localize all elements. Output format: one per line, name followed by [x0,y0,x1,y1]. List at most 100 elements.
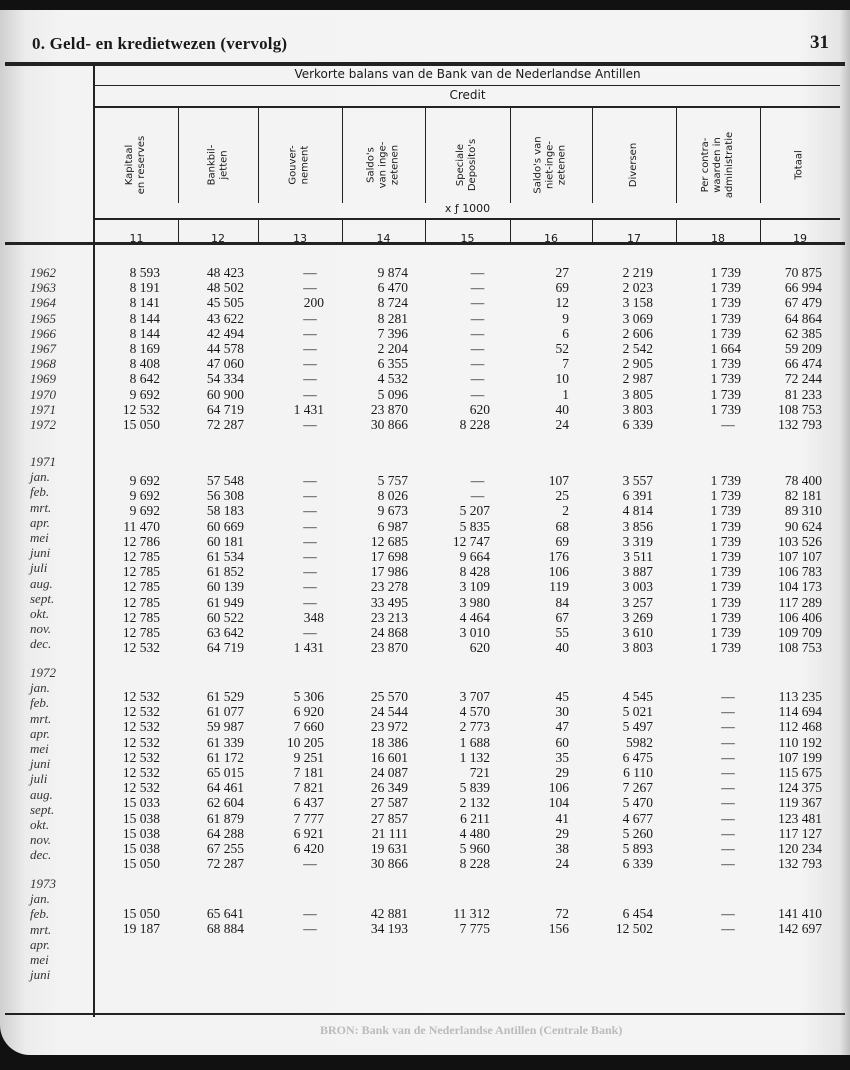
table-cell: 24 087 [370,765,408,780]
table-cell: — [721,841,735,856]
table-cell: — [303,856,317,872]
table-cell: — [470,341,485,356]
table-cell: 119 367 [778,795,822,811]
table-cell: 19 187 [122,921,160,937]
table-cell: 41 [555,810,570,826]
period-label: mrt. [30,499,52,515]
table-cell: 132 793 [778,856,822,872]
table-cell: — [303,625,317,640]
table-cell: 1 739 [710,295,741,311]
table-cell: 35 [555,749,570,765]
table-cell: 23 278 [370,579,408,595]
table-cell: 68 884 [206,921,244,937]
table-cell: — [721,810,735,826]
table-cell: 3 856 [622,518,653,534]
table-cell: 65 015 [206,765,244,780]
table-cell: 6 454 [622,906,653,921]
table-cell: — [721,719,735,735]
table-cell: 66 474 [784,356,822,372]
table-cell: 33 495 [370,594,408,610]
table-cell: 2 905 [622,356,653,372]
table-cell: 61 879 [206,810,244,826]
table-cell: 6 475 [622,749,653,765]
table-cell: 69 [555,280,570,296]
table-cell: 3 803 [622,640,653,656]
table-cell: 3 069 [622,310,653,326]
table-cell: 119 [549,579,569,595]
table-cell: 72 287 [206,856,244,872]
table-cell: 106 [548,564,569,580]
header-bottom-rule [5,242,845,245]
table-cell: 6 391 [622,488,653,504]
table-cell: 6 921 [293,825,324,841]
table-cell: 15 033 [122,795,160,811]
table-cell: 60 181 [206,533,244,549]
table-cell: 12 785 [122,625,160,640]
period-label: mrt. [30,710,52,726]
table-cell: 6 470 [377,280,408,296]
table-cell: 24 544 [370,704,408,720]
table-cell: 15 050 [122,417,160,432]
period-label: 1962 [30,265,56,280]
table-cell: 15 050 [122,906,160,921]
table-cell: 26 349 [370,780,408,796]
table-cell: — [303,341,317,356]
table-cell: 61 077 [206,704,244,720]
table-cell: 12 785 [122,549,160,564]
table-cell: — [303,265,317,280]
period-label: apr. [30,514,50,530]
table-cell: 5 757 [377,473,408,488]
table-cell: 56 308 [206,488,244,504]
table-cell: 3 010 [459,625,490,640]
table-cell: — [303,356,317,372]
period-label: juli [30,560,48,576]
page-number: 31 [810,32,829,53]
table-cell: 8 144 [129,325,160,341]
table-cell: 60 669 [206,518,244,534]
table-cell: 6 987 [377,518,408,534]
table-cell: 1 664 [710,341,741,356]
table-cell: 1 739 [710,310,741,326]
table-cell: 1 739 [710,401,741,417]
table-cell: 6 211 [460,810,490,826]
period-label: feb. [30,484,50,500]
table-cell: 1 739 [710,518,741,534]
table-cell: 30 [555,704,570,720]
table-cell: 19 631 [370,841,408,856]
table-cell: 112 468 [778,719,822,735]
table-cell: 12 [555,295,570,311]
table-cell: 30 866 [370,856,408,872]
table-cell: 4 480 [459,825,490,841]
table-cell: — [721,749,735,765]
table-cell: — [303,503,317,519]
column-divider [178,108,179,203]
table-cell: 4 677 [622,810,653,826]
table-cell: 7 396 [377,325,408,341]
document-page: 0. Geld- en kredietwezen (vervolg) 31 Ve… [0,10,850,1055]
table-cell: 40 [555,401,570,417]
table-cell: 1 739 [710,564,741,580]
table-cell: 2 773 [459,719,490,735]
column-number: 13 [293,232,307,245]
table-cell: 12 685 [370,533,408,549]
period-label: 1968 [30,356,56,372]
column-number: 17 [627,232,641,245]
table-cell: 61 852 [206,564,244,580]
table-cell: 24 [555,856,570,872]
table-cell: 1 132 [459,749,490,765]
top-thick-rule [5,62,845,66]
table-cell: 5 470 [622,795,653,811]
table-cell: 23 972 [370,719,408,735]
table-cell: 1 739 [710,503,741,519]
table-cell: 156 [548,921,569,937]
table-cell: 721 [469,765,490,780]
table-cell: 8 281 [377,310,408,326]
column-divider [676,220,677,242]
period-label: mei [30,952,49,967]
table-cell: 18 386 [370,734,408,750]
column-header-label: Gouver- nement [287,144,311,185]
table-cell: 2 219 [622,265,653,280]
table-cell: 12 532 [122,719,160,735]
table-cell: 81 233 [784,386,822,402]
table-cell: 1 739 [710,533,741,549]
